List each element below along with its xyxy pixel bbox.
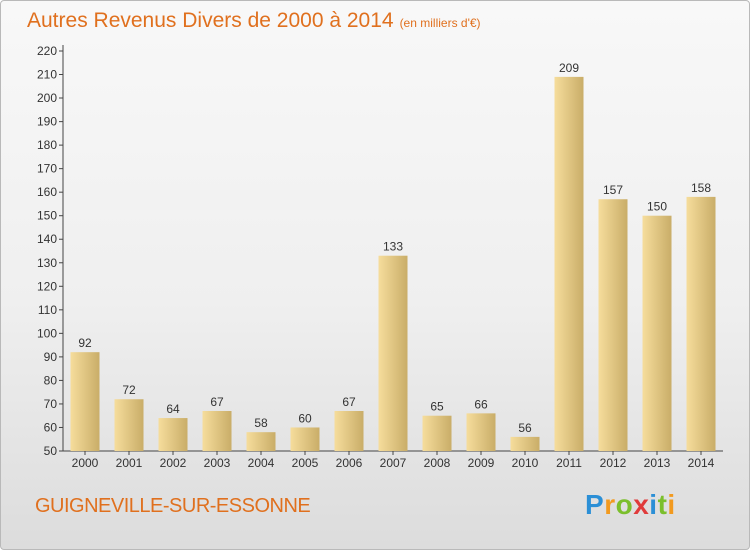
bar-2002 — [158, 418, 188, 451]
proxiti-logo: Proxiti — [585, 489, 676, 520]
y-tick-label: 120 — [37, 279, 57, 293]
x-tick-label-2014: 2014 — [688, 456, 715, 470]
x-tick-label-2009: 2009 — [468, 456, 495, 470]
y-tick-label: 160 — [37, 185, 57, 199]
y-tick-label: 130 — [37, 256, 57, 270]
data-label-2010: 56 — [518, 421, 532, 435]
x-tick-label-2013: 2013 — [644, 456, 671, 470]
x-tick-label-2002: 2002 — [160, 456, 187, 470]
chart-unit-note: (en milliers d'€) — [399, 16, 481, 30]
bar-2000 — [70, 352, 100, 451]
data-label-2003: 67 — [210, 395, 224, 409]
x-tick-label-2001: 2001 — [116, 456, 143, 470]
data-label-2007: 133 — [383, 240, 403, 254]
y-tick-label: 50 — [44, 444, 58, 458]
x-tick-label-2010: 2010 — [512, 456, 539, 470]
data-label-2004: 58 — [254, 416, 268, 430]
data-label-2000: 92 — [78, 336, 92, 350]
y-tick-label: 210 — [37, 68, 57, 82]
bar-2014 — [686, 196, 716, 451]
data-label-2002: 64 — [166, 402, 180, 416]
y-tick-label: 100 — [37, 326, 57, 340]
data-label-2013: 150 — [647, 200, 667, 214]
x-tick-label-2007: 2007 — [380, 456, 407, 470]
y-tick-label: 180 — [37, 138, 57, 152]
bar-2011 — [554, 76, 584, 451]
y-tick-label: 170 — [37, 162, 57, 176]
y-tick-label: 90 — [44, 350, 58, 364]
y-tick-label: 110 — [38, 303, 57, 317]
data-label-2009: 66 — [474, 397, 488, 411]
x-tick-label-2004: 2004 — [248, 456, 275, 470]
y-tick-label: 200 — [37, 91, 57, 105]
y-tick-label: 220 — [37, 44, 57, 58]
x-tick-label-2003: 2003 — [204, 456, 231, 470]
bar-2006 — [334, 411, 364, 451]
y-tick-label: 150 — [37, 209, 57, 223]
x-tick-label-2011: 2011 — [556, 456, 582, 470]
location-label: GUIGNEVILLE-SUR-ESSONNE — [35, 495, 311, 517]
data-label-2005: 60 — [298, 411, 312, 425]
y-tick-label: 80 — [44, 373, 58, 387]
data-label-2011: 209 — [559, 61, 579, 75]
data-label-2001: 72 — [122, 383, 136, 397]
bar-2001 — [114, 399, 144, 451]
bar-2007 — [378, 255, 408, 451]
x-tick-label-2012: 2012 — [600, 456, 627, 470]
chart-title: Autres Revenus Divers de 2000 à 2014 (en … — [27, 9, 481, 33]
x-tick-label-2008: 2008 — [424, 456, 451, 470]
data-label-2006: 67 — [342, 395, 356, 409]
data-label-2012: 157 — [603, 183, 623, 197]
y-tick-label: 60 — [44, 420, 58, 434]
bar-2005 — [290, 427, 320, 451]
data-label-2014: 158 — [691, 181, 711, 195]
bar-2004 — [246, 432, 276, 451]
bar-2009 — [466, 413, 496, 451]
x-tick-label-2006: 2006 — [336, 456, 363, 470]
bar-2003 — [202, 411, 232, 451]
x-tick-label-2005: 2005 — [292, 456, 319, 470]
y-tick-label: 190 — [37, 115, 57, 129]
bar-2008 — [422, 415, 452, 451]
y-tick-label: 70 — [44, 397, 58, 411]
data-label-2008: 65 — [430, 400, 444, 414]
y-tick-label: 140 — [37, 232, 57, 246]
bar-2013 — [642, 215, 672, 451]
chart-title-text: Autres Revenus Divers de 2000 à 2014 — [27, 9, 394, 32]
bar-2012 — [598, 199, 628, 451]
bar-2010 — [510, 436, 540, 451]
x-tick-label-2000: 2000 — [72, 456, 99, 470]
